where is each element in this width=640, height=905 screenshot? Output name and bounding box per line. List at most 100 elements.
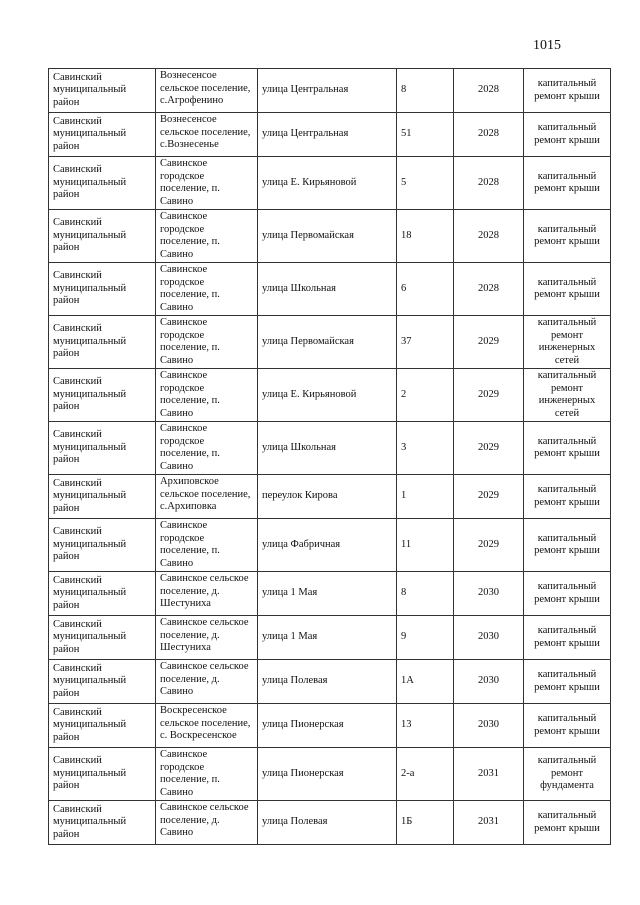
year-cell: 2028 (453, 112, 524, 157)
settlement-cell: Вознесенсое сельское поселение, с.Вознес… (155, 112, 258, 157)
street-cell: улица Пионерская (257, 747, 397, 801)
settlement-cell: Савинское сельское поселение, д. Савино (155, 659, 258, 704)
district-cell: Савинский муниципальный район (48, 315, 156, 369)
house-number-cell: 8 (396, 571, 454, 616)
table-row: Савинский муниципальный район Савинское г… (48, 209, 611, 263)
table-row: Савинский муниципальный район Савинское г… (48, 262, 611, 316)
housing-repair-table: Савинский муниципальный район Вознесенсое… (48, 68, 611, 845)
table-row: Савинский муниципальный район Савинское г… (48, 156, 611, 210)
house-number-cell: 8 (396, 68, 454, 113)
year-cell: 2029 (453, 368, 524, 422)
house-number-cell: 51 (396, 112, 454, 157)
house-number-cell: 1Б (396, 800, 454, 845)
work-type-cell: капитальный ремонт крыши (523, 68, 611, 113)
settlement-cell: Савинское городское поселение, п. Савино (155, 315, 258, 369)
street-cell: улица Школьная (257, 421, 397, 475)
year-cell: 2031 (453, 747, 524, 801)
district-cell: Савинский муниципальный район (48, 518, 156, 572)
street-cell: улица Центральная (257, 112, 397, 157)
table-row: Савинский муниципальный район Савинское с… (48, 800, 611, 845)
district-cell: Савинский муниципальный район (48, 571, 156, 616)
table-row: Савинский муниципальный район Савинское г… (48, 518, 611, 572)
settlement-cell: Савинское сельское поселение, д. Шестуни… (155, 571, 258, 616)
table-row: Савинский муниципальный район Савинское с… (48, 659, 611, 704)
work-type-cell: капитальный ремонт крыши (523, 659, 611, 704)
table-row: Савинский муниципальный район Савинское с… (48, 615, 611, 660)
district-cell: Савинский муниципальный район (48, 659, 156, 704)
settlement-cell: Савинское городское поселение, п. Савино (155, 747, 258, 801)
street-cell: улица Первомайская (257, 209, 397, 263)
settlement-cell: Савинское сельское поселение, д. Шестуни… (155, 615, 258, 660)
street-cell: улица Центральная (257, 68, 397, 113)
year-cell: 2028 (453, 209, 524, 263)
house-number-cell: 6 (396, 262, 454, 316)
year-cell: 2029 (453, 518, 524, 572)
work-type-cell: капитальный ремонт крыши (523, 262, 611, 316)
year-cell: 2030 (453, 659, 524, 704)
house-number-cell: 5 (396, 156, 454, 210)
district-cell: Савинский муниципальный район (48, 209, 156, 263)
street-cell: улица Первомайская (257, 315, 397, 369)
table-row: Савинский муниципальный район Воскресенск… (48, 703, 611, 748)
work-type-cell: капитальный ремонт крыши (523, 474, 611, 519)
year-cell: 2030 (453, 571, 524, 616)
house-number-cell: 11 (396, 518, 454, 572)
work-type-cell: капитальный ремонт крыши (523, 421, 611, 475)
settlement-cell: Савинское городское поселение, п. Савино (155, 421, 258, 475)
settlement-cell: Савинское городское поселение, п. Савино (155, 156, 258, 210)
house-number-cell: 37 (396, 315, 454, 369)
district-cell: Савинский муниципальный район (48, 421, 156, 475)
year-cell: 2028 (453, 262, 524, 316)
district-cell: Савинский муниципальный район (48, 368, 156, 422)
table-row: Савинский муниципальный район Архиповское… (48, 474, 611, 519)
district-cell: Савинский муниципальный район (48, 262, 156, 316)
settlement-cell: Савинское городское поселение, п. Савино (155, 262, 258, 316)
street-cell: улица Школьная (257, 262, 397, 316)
house-number-cell: 13 (396, 703, 454, 748)
settlement-cell: Савинское городское поселение, п. Савино (155, 209, 258, 263)
settlement-cell: Воскресенское сельское поселение, с. Вос… (155, 703, 258, 748)
table-row: Савинский муниципальный район Вознесенсое… (48, 112, 611, 157)
settlement-cell: Савинское сельское поселение, д. Савино (155, 800, 258, 845)
settlement-cell: Архиповское сельское поселение, с.Архипо… (155, 474, 258, 519)
table-row: Савинский муниципальный район Савинское г… (48, 421, 611, 475)
house-number-cell: 1 (396, 474, 454, 519)
year-cell: 2029 (453, 315, 524, 369)
year-cell: 2030 (453, 615, 524, 660)
house-number-cell: 1А (396, 659, 454, 704)
street-cell: переулок Кирова (257, 474, 397, 519)
year-cell: 2029 (453, 421, 524, 475)
work-type-cell: капитальный ремонт крыши (523, 703, 611, 748)
district-cell: Савинский муниципальный район (48, 112, 156, 157)
district-cell: Савинский муниципальный район (48, 615, 156, 660)
work-type-cell: капитальный ремонт крыши (523, 518, 611, 572)
house-number-cell: 2-а (396, 747, 454, 801)
house-number-cell: 2 (396, 368, 454, 422)
settlement-cell: Вознесенсое сельское поселение, с.Агрофе… (155, 68, 258, 113)
work-type-cell: капитальный ремонт крыши (523, 615, 611, 660)
district-cell: Савинский муниципальный район (48, 474, 156, 519)
settlement-cell: Савинское городское поселение, п. Савино (155, 368, 258, 422)
street-cell: улица 1 Мая (257, 615, 397, 660)
year-cell: 2029 (453, 474, 524, 519)
work-type-cell: капитальный ремонт крыши (523, 800, 611, 845)
year-cell: 2031 (453, 800, 524, 845)
year-cell: 2030 (453, 703, 524, 748)
settlement-cell: Савинское городское поселение, п. Савино (155, 518, 258, 572)
year-cell: 2028 (453, 156, 524, 210)
year-cell: 2028 (453, 68, 524, 113)
table-row: Савинский муниципальный район Савинское г… (48, 368, 611, 422)
house-number-cell: 9 (396, 615, 454, 660)
district-cell: Савинский муниципальный район (48, 747, 156, 801)
street-cell: улица Е. Кирьяновой (257, 368, 397, 422)
work-type-cell: капитальный ремонт крыши (523, 571, 611, 616)
district-cell: Савинский муниципальный район (48, 156, 156, 210)
house-number-cell: 3 (396, 421, 454, 475)
work-type-cell: капитальный ремонт крыши (523, 209, 611, 263)
street-cell: улица Полевая (257, 659, 397, 704)
street-cell: улица Е. Кирьяновой (257, 156, 397, 210)
street-cell: улица Полевая (257, 800, 397, 845)
work-type-cell: капитальный ремонт инженерных сетей (523, 315, 611, 369)
work-type-cell: капитальный ремонт инженерных сетей (523, 368, 611, 422)
